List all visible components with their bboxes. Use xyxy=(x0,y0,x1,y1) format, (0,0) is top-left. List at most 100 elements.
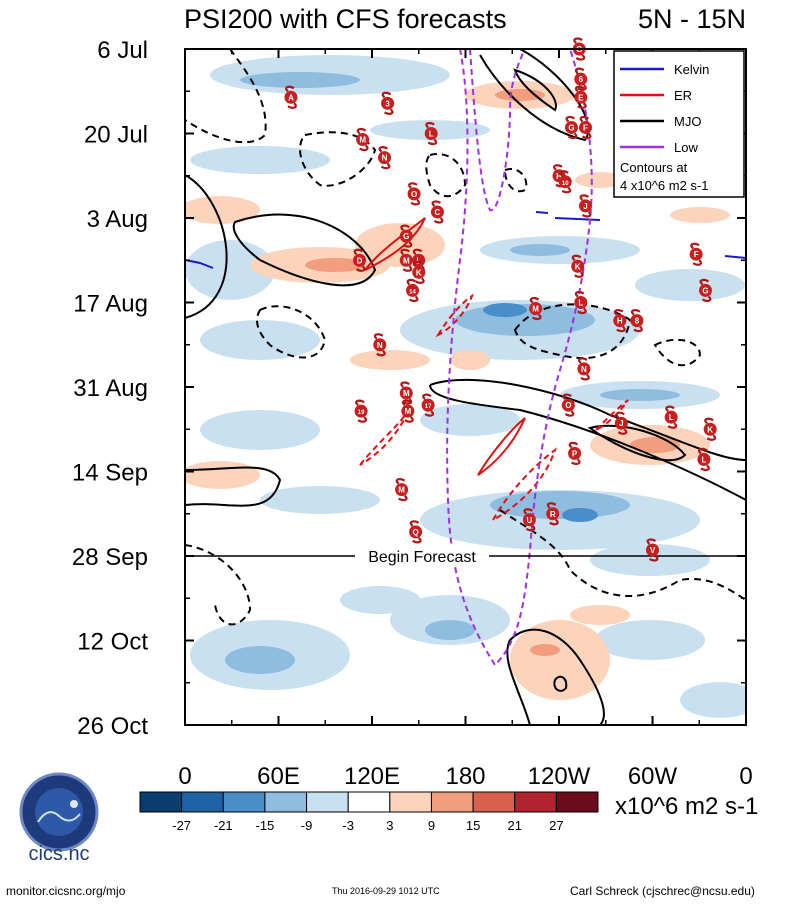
colorbar-segment xyxy=(264,791,308,813)
y-tick-label: 28 Sep xyxy=(72,544,148,571)
colorbar-segment xyxy=(472,791,516,813)
storm-arm xyxy=(546,502,559,526)
storm-marker: 8 xyxy=(630,309,644,333)
storm-label: M xyxy=(359,136,366,145)
storm-label: L xyxy=(429,130,434,139)
storm-label: L xyxy=(578,299,583,308)
storm-dot xyxy=(630,314,644,328)
storm-arm xyxy=(400,381,413,405)
storm-label: M xyxy=(403,389,410,398)
storm-arm xyxy=(562,393,575,417)
storm-dot xyxy=(574,296,588,309)
storm-marker: A xyxy=(284,85,298,109)
storm-label: M xyxy=(532,305,539,314)
x-tick-label: 120W xyxy=(528,763,591,790)
storm-arm xyxy=(697,447,710,471)
storm-arm xyxy=(422,393,435,417)
storm-arm xyxy=(630,309,643,333)
storm-marker: R xyxy=(546,502,560,526)
storm-label: 14 xyxy=(409,289,416,295)
storm-arm xyxy=(400,224,413,248)
colorbar-segment xyxy=(347,791,391,813)
colorbar-segment xyxy=(514,791,557,813)
storm-label: 6 xyxy=(579,75,584,84)
logo-text: cics.nc xyxy=(28,843,89,865)
storm-marker: F xyxy=(689,242,703,266)
storm-marker: 3 xyxy=(381,91,395,115)
y-tick-label: 12 Oct xyxy=(77,629,148,656)
storm-dot xyxy=(399,229,413,243)
storm-arm xyxy=(559,170,572,194)
storm-label: H xyxy=(556,172,562,181)
storm-arm xyxy=(425,121,438,146)
axis-ticks xyxy=(184,48,747,726)
storm-marker: M xyxy=(399,381,413,405)
storm-marker: K xyxy=(412,260,426,284)
storm-marker: U xyxy=(522,508,536,532)
storm-dot xyxy=(578,199,592,213)
storm-arm xyxy=(690,242,703,266)
storm-dot xyxy=(412,253,426,267)
storm-label: G xyxy=(702,286,708,295)
storm-label: N xyxy=(581,365,587,374)
storm-label: D xyxy=(357,256,363,265)
storm-label: L xyxy=(416,256,421,265)
storm-label: 19 xyxy=(358,410,365,416)
storm-dot xyxy=(522,513,536,527)
storm-label: M xyxy=(403,256,410,265)
storm-arm xyxy=(613,309,626,333)
legend-label: Low xyxy=(674,140,698,155)
storm-label: H xyxy=(617,317,623,326)
storm-arm xyxy=(568,441,581,465)
storm-label: U xyxy=(527,516,533,525)
storm-marker: M xyxy=(401,399,415,423)
storm-label: 10 xyxy=(562,181,569,187)
storm-label: V xyxy=(650,546,656,555)
legend-note-2: 4 x10^6 m2 s-1 xyxy=(620,178,708,193)
storm-label: R xyxy=(550,510,556,519)
storm-marker: M xyxy=(395,478,409,502)
storm-arm xyxy=(574,67,587,91)
storm-arm xyxy=(406,278,419,302)
x-tick-labels: 0 60E 120E 180 120W 60W 0 xyxy=(178,763,752,790)
storm-marker: F xyxy=(578,115,592,139)
storm-dot xyxy=(558,175,572,189)
storm-marker: 10 xyxy=(558,170,572,194)
storm-arm xyxy=(529,297,542,321)
storm-marker: J xyxy=(578,194,592,218)
storm-dot xyxy=(353,253,367,267)
storm-dot xyxy=(399,386,413,400)
storm-dot xyxy=(646,543,659,557)
storm-marker: J xyxy=(614,411,628,435)
storm-dot xyxy=(377,151,391,165)
colorbar-segment xyxy=(222,791,266,813)
storm-marker: N xyxy=(373,333,387,357)
storm-label: E xyxy=(578,93,584,102)
storm-label: J xyxy=(619,419,623,428)
region-label: 5N - 15N xyxy=(638,4,746,34)
colorbar: -27 -21 -15 -9 -3 3 9 15 21 27 xyxy=(139,791,599,833)
storm-dot xyxy=(697,452,711,466)
storm-dot xyxy=(356,133,370,147)
storm-dot xyxy=(373,338,387,352)
footer-timestamp: Thu 2016-09-29 1012 UTC xyxy=(332,886,440,896)
storm-dot xyxy=(529,302,543,316)
x-tick-label: 180 xyxy=(445,763,485,790)
storm-label: L xyxy=(701,455,706,464)
legend-note-1: Contours at xyxy=(620,160,688,175)
colorbar-segment xyxy=(389,791,432,813)
colorbar-tick-label: 9 xyxy=(428,818,435,833)
storm-marker: P xyxy=(568,441,582,465)
storm-label: K xyxy=(707,425,713,434)
storm-dot xyxy=(564,120,578,134)
storm-dot xyxy=(424,127,438,140)
storm-arm xyxy=(400,248,413,272)
storm-marker: N xyxy=(377,146,391,170)
storm-arm xyxy=(381,91,394,115)
storm-marker: C xyxy=(430,200,444,224)
colorbar-tick-label: -9 xyxy=(301,818,313,833)
storm-dot xyxy=(664,410,678,424)
storm-label: 8 xyxy=(635,317,640,326)
storm-marker: G xyxy=(564,115,578,139)
storm-label: 3 xyxy=(385,99,390,108)
